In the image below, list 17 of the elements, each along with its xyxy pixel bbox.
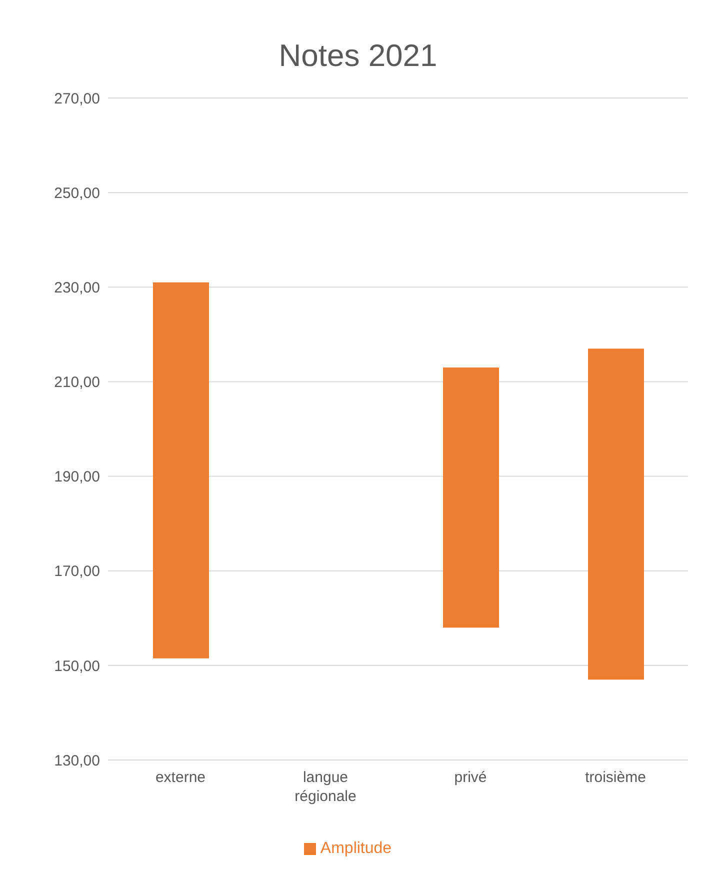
y-tick-label: 230,00 [54,279,100,296]
y-tick-label: 210,00 [54,374,100,392]
y-tick-label: 190,00 [54,468,100,486]
y-tick-label: 150,00 [54,658,100,675]
x-tick-label: langue régionale [294,769,356,805]
bar [153,282,209,658]
y-tick-label: 170,00 [54,563,100,580]
bar [588,348,644,680]
y-tick-label: 270,00 [54,90,100,108]
x-tick-label: privé [454,769,487,786]
bar [443,368,499,628]
legend-label: Amplitude [320,840,392,857]
y-tick-label: 130,00 [54,752,100,770]
x-tick-label: troisième [585,769,646,786]
y-tick-label: 250,00 [54,184,100,202]
x-tick-label: externe [155,769,206,786]
chart-title: Notes 2021 [278,37,438,75]
